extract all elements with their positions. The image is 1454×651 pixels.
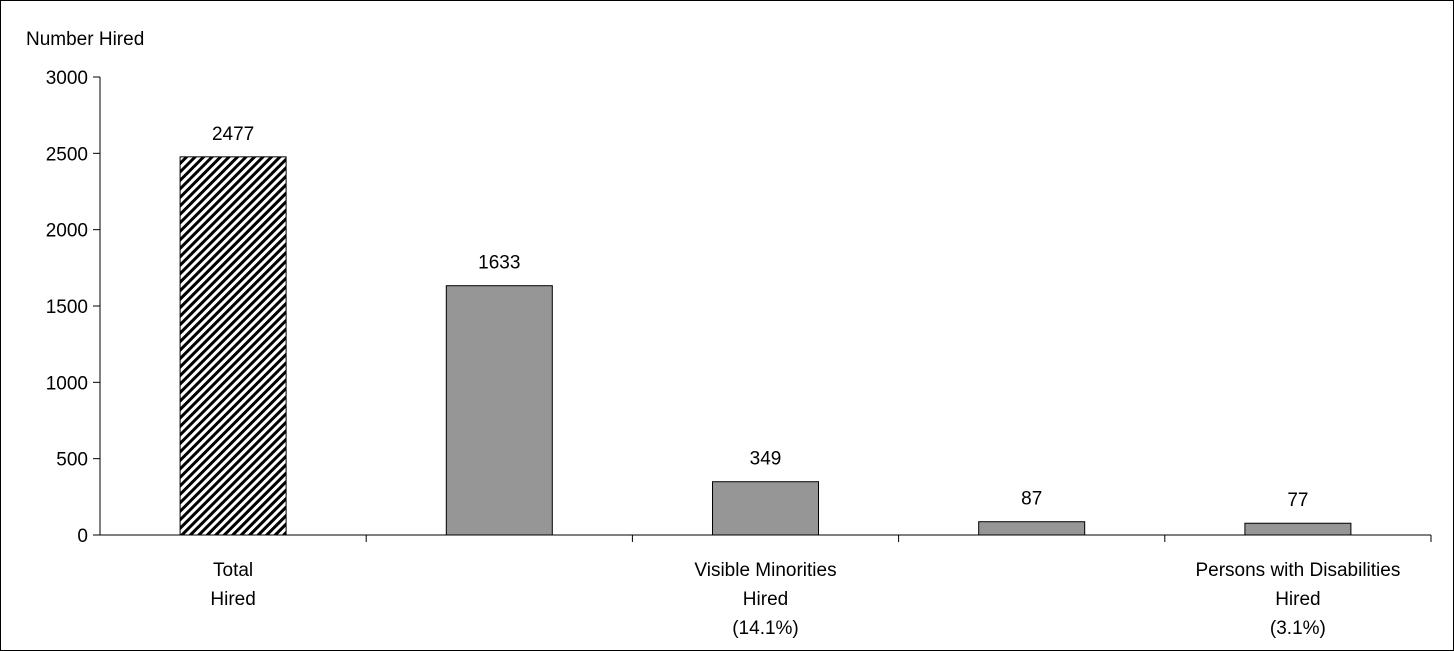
y-tick-label: 2000	[46, 221, 88, 242]
x-category-label: Hired	[743, 589, 788, 610]
y-tick-label: 500	[56, 450, 88, 471]
y-tick-label: 3000	[46, 68, 88, 89]
y-axis-label: Number Hired	[26, 29, 144, 50]
bar	[1244, 522, 1352, 536]
bar	[978, 521, 1086, 536]
x-category-label: (14.1%)	[732, 618, 799, 639]
x-axis-labels: Total Hired Visible Minorities Hired (14.1%)…	[210, 560, 1400, 639]
axes: 0 500 1000 1500 2000 2500 3000	[46, 68, 1432, 547]
x-category-label: Hired	[210, 589, 255, 610]
bar	[179, 156, 287, 536]
y-tick-label: 2500	[46, 144, 88, 165]
bar	[712, 481, 819, 536]
bar-value-label: 349	[750, 449, 782, 470]
y-tick-label: 0	[77, 526, 88, 547]
y-tick-label: 1500	[46, 297, 88, 318]
x-category-label: Hired	[1275, 589, 1320, 610]
bar-value-label: 87	[1021, 489, 1042, 510]
bar-value-label: 2477	[212, 124, 254, 145]
bars: 2477 1633 349 87 77	[179, 124, 1352, 536]
bar-value-label: 1633	[478, 253, 520, 274]
bar-value-label: 77	[1287, 490, 1308, 511]
y-tick-label: 1000	[46, 373, 88, 394]
x-category-label: Persons with Disabilities	[1195, 560, 1400, 581]
bar	[445, 285, 553, 536]
x-category-label: Total	[213, 560, 253, 581]
x-category-label: Visible Minorities	[694, 560, 836, 581]
x-category-label: (3.1%)	[1270, 618, 1326, 639]
